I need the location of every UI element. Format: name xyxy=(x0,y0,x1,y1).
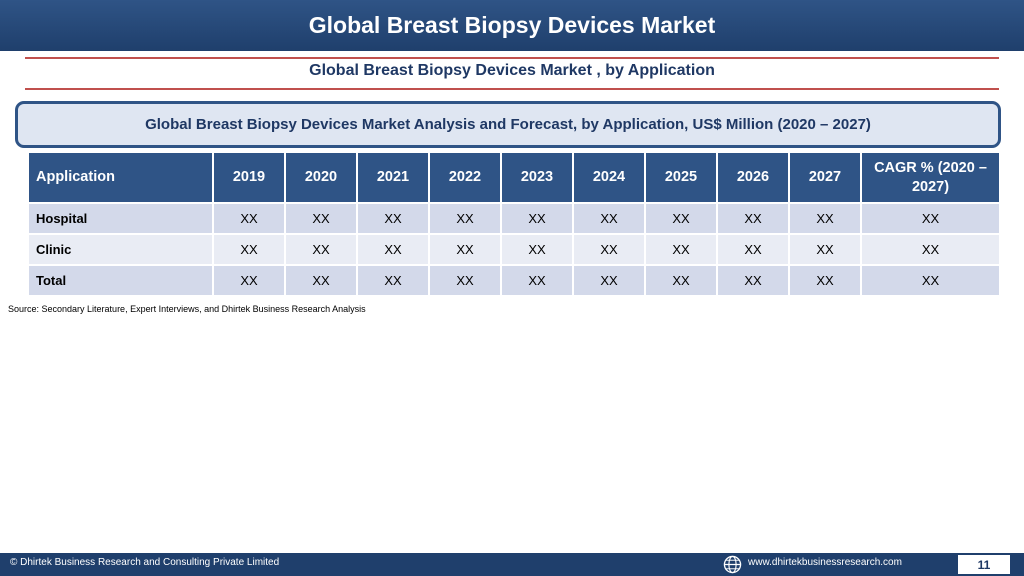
table-cell: XX xyxy=(500,202,574,235)
divider-top xyxy=(25,57,999,59)
table-cell: XX xyxy=(572,264,646,297)
table-row: Clinic XX XX XX XX XX XX XX XX XX XX xyxy=(27,233,1001,266)
table-cell: XX xyxy=(788,264,862,297)
column-header: 2026 xyxy=(716,151,790,204)
column-header: 2025 xyxy=(644,151,718,204)
table-cell: XX xyxy=(428,202,502,235)
page-number: 11 xyxy=(958,555,1010,574)
analysis-title: Global Breast Biopsy Devices Market Anal… xyxy=(145,116,871,133)
table-cell: XX xyxy=(500,233,574,266)
analysis-title-box: Global Breast Biopsy Devices Market Anal… xyxy=(15,101,1001,148)
column-header: CAGR % (2020 – 2027) xyxy=(860,151,1001,204)
table-header-row: Application 2019 2020 2021 2022 2023 202… xyxy=(27,151,1001,204)
table-row: Total XX XX XX XX XX XX XX XX XX XX xyxy=(27,264,1001,297)
table-cell: XX xyxy=(284,233,358,266)
column-header: 2027 xyxy=(788,151,862,204)
table-cell: XX xyxy=(428,233,502,266)
table-cell: XX xyxy=(356,202,430,235)
footer-copyright: © Dhirtek Business Research and Consulti… xyxy=(10,557,280,568)
table-cell: XX xyxy=(860,233,1001,266)
table-cell: XX xyxy=(644,233,718,266)
page-title: Global Breast Biopsy Devices Market xyxy=(308,12,716,38)
table-cell: XX xyxy=(428,264,502,297)
table-cell: XX xyxy=(788,233,862,266)
table-cell: XX xyxy=(716,233,790,266)
globe-icon xyxy=(723,555,742,574)
table-cell: XX xyxy=(716,264,790,297)
row-label: Clinic xyxy=(27,233,214,266)
market-table: Application 2019 2020 2021 2022 2023 202… xyxy=(27,151,1001,297)
table-cell: XX xyxy=(212,264,286,297)
table-cell: XX xyxy=(212,233,286,266)
table-cell: XX xyxy=(572,233,646,266)
row-label: Total xyxy=(27,264,214,297)
table-cell: XX xyxy=(716,202,790,235)
table-cell: XX xyxy=(284,202,358,235)
column-header: 2019 xyxy=(212,151,286,204)
table-cell: XX xyxy=(212,202,286,235)
column-header: 2024 xyxy=(572,151,646,204)
column-header: 2022 xyxy=(428,151,502,204)
table-cell: XX xyxy=(644,202,718,235)
source-note: Source: Secondary Literature, Expert Int… xyxy=(8,304,366,314)
header-bar: Global Breast Biopsy Devices Market xyxy=(0,0,1024,51)
footer-bar: © Dhirtek Business Research and Consulti… xyxy=(0,553,1024,576)
table-cell: XX xyxy=(572,202,646,235)
section-subtitle: Global Breast Biopsy Devices Market , by… xyxy=(309,62,715,79)
table-cell: XX xyxy=(500,264,574,297)
column-header: Application xyxy=(27,151,214,204)
table-cell: XX xyxy=(356,233,430,266)
table-cell: XX xyxy=(860,264,1001,297)
column-header: 2023 xyxy=(500,151,574,204)
table-cell: XX xyxy=(284,264,358,297)
table-row: Hospital XX XX XX XX XX XX XX XX XX XX xyxy=(27,202,1001,235)
table-cell: XX xyxy=(644,264,718,297)
divider-bottom xyxy=(25,88,999,90)
row-label: Hospital xyxy=(27,202,214,235)
footer-website-link[interactable]: www.dhirtekbusinessresearch.com xyxy=(748,557,902,568)
table-cell: XX xyxy=(860,202,1001,235)
column-header: 2020 xyxy=(284,151,358,204)
table-cell: XX xyxy=(788,202,862,235)
column-header: 2021 xyxy=(356,151,430,204)
table-cell: XX xyxy=(356,264,430,297)
